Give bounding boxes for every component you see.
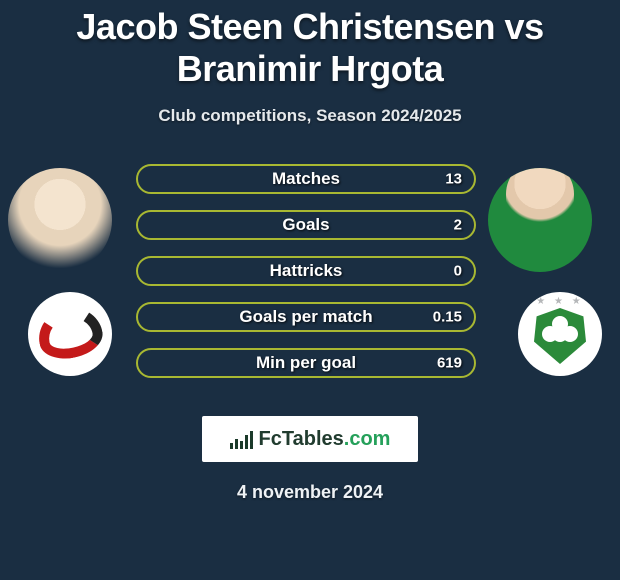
stat-label: Min per goal <box>256 353 356 373</box>
date-label: 4 november 2024 <box>0 482 620 503</box>
bar-chart-icon <box>230 429 253 449</box>
stat-value-right: 2 <box>454 217 462 234</box>
player-right-avatar <box>488 168 592 272</box>
comparison-area: ★ ★ ★ Matches 13 Goals 2 Hattricks 0 Goa… <box>0 160 620 400</box>
stat-row-min-per-goal: Min per goal 619 <box>136 348 476 378</box>
stars-icon: ★ ★ ★ <box>536 296 584 310</box>
club-left-logo <box>28 292 112 376</box>
brand-badge: FcTables.com <box>202 416 418 462</box>
stat-value-right: 0.15 <box>433 309 462 326</box>
stat-row-matches: Matches 13 <box>136 164 476 194</box>
comparison-card: Jacob Steen Christensen vs Branimir Hrgo… <box>0 0 620 580</box>
brand-text: FcTables.com <box>259 428 391 451</box>
season-subtitle: Club competitions, Season 2024/2025 <box>0 106 620 126</box>
stat-value-right: 13 <box>445 171 462 188</box>
stat-label: Hattricks <box>270 261 343 281</box>
stat-row-hattricks: Hattricks 0 <box>136 256 476 286</box>
hurricane-icon <box>34 302 107 364</box>
stat-row-goals: Goals 2 <box>136 210 476 240</box>
player-left-avatar <box>8 168 112 272</box>
stat-label: Goals per match <box>239 307 372 327</box>
clover-icon <box>552 326 568 342</box>
stat-label: Matches <box>272 169 340 189</box>
brand-name-ext: .com <box>344 428 391 450</box>
stat-row-goals-per-match: Goals per match 0.15 <box>136 302 476 332</box>
stat-bars: Matches 13 Goals 2 Hattricks 0 Goals per… <box>136 164 476 394</box>
stat-value-right: 0 <box>454 263 462 280</box>
club-right-logo: ★ ★ ★ <box>518 292 602 376</box>
stat-value-right: 619 <box>437 355 462 372</box>
brand-name-main: FcTables <box>259 428 344 450</box>
page-title: Jacob Steen Christensen vs Branimir Hrgo… <box>0 6 620 90</box>
stat-label: Goals <box>282 215 329 235</box>
